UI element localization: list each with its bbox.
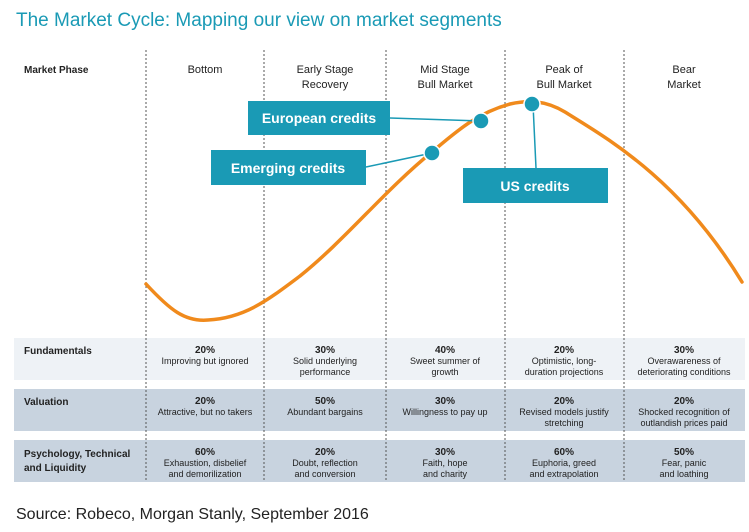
- connector-european: [389, 117, 482, 122]
- column-separators: [145, 50, 625, 482]
- marker-us: [523, 95, 541, 113]
- cell-desc: stretching: [544, 418, 583, 428]
- cell-desc: Attractive, but no takers: [158, 407, 253, 417]
- cell-desc: Fear, panic: [662, 458, 707, 468]
- cell-desc: Overawareness of: [647, 356, 721, 366]
- cell-desc: Shocked recognition of: [638, 407, 730, 417]
- row-bg-psychology: [14, 440, 745, 482]
- connector-us: [532, 103, 537, 169]
- phase-early-line1: Early Stage: [297, 64, 354, 76]
- cell-desc: and charity: [423, 469, 468, 479]
- phase-header-label: Market Phase: [24, 65, 89, 76]
- market-cycle-curve: [144, 99, 744, 322]
- phase-mid-line1: Mid Stage: [420, 64, 470, 76]
- cell-desc: Optimistic, long-: [532, 356, 597, 366]
- cell-desc: outlandish prices paid: [640, 418, 727, 428]
- row-bg-fundamentals: [14, 338, 745, 380]
- cell-pct: 20%: [674, 396, 694, 407]
- phase-peak-line2: Bull Market: [536, 79, 591, 91]
- cell-desc: Improving but ignored: [161, 356, 248, 366]
- cell-pct: 60%: [195, 447, 215, 458]
- cell-desc: Exhaustion, disbelief: [164, 458, 247, 468]
- phase-labels: Bottom Early Stage Recovery Mid Stage Bu…: [188, 64, 701, 91]
- cell-desc: Faith, hope: [422, 458, 467, 468]
- callout-us-box: [463, 168, 608, 203]
- callout-european-text: European credits: [262, 110, 377, 126]
- marker-emerging: [423, 144, 441, 162]
- cell-pct: 30%: [435, 447, 455, 458]
- cell-pct: 50%: [674, 447, 694, 458]
- cell-desc: deteriorating conditions: [637, 367, 731, 377]
- callout-emerging-text: Emerging credits: [231, 160, 346, 176]
- cell-desc: and extrapolation: [529, 469, 598, 479]
- page-title: The Market Cycle: Mapping our view on ma…: [16, 10, 502, 31]
- cell-desc: Solid underlying: [293, 356, 357, 366]
- cell-pct: 40%: [435, 345, 455, 356]
- row-valuation: Valuation 20% Attractive, but no takers …: [24, 396, 730, 428]
- callout-us-text: US credits: [500, 178, 569, 194]
- connector-emerging: [365, 152, 433, 168]
- cell-pct: 60%: [554, 447, 574, 458]
- row-label: Valuation: [24, 397, 68, 408]
- row-label: Fundamentals: [24, 346, 92, 357]
- marker-european: [472, 112, 490, 130]
- row-label: and Liquidity: [24, 463, 87, 474]
- cell-desc: Doubt, reflection: [292, 458, 358, 468]
- cell-desc: and demorilization: [168, 469, 241, 479]
- callout-european-box: [248, 101, 390, 135]
- cell-desc: and conversion: [294, 469, 355, 479]
- row-label: Psychology, Technical: [24, 449, 131, 460]
- row-psychology: Psychology, Technical and Liquidity 60% …: [24, 447, 709, 479]
- cell-desc: Euphoria, greed: [532, 458, 596, 468]
- cell-pct: 20%: [195, 345, 215, 356]
- cell-pct: 20%: [195, 396, 215, 407]
- cell-pct: 30%: [315, 345, 335, 356]
- cell-pct: 20%: [554, 396, 574, 407]
- row-fundamentals: Fundamentals 20% Improving but ignored 3…: [24, 345, 731, 377]
- cell-pct: 50%: [315, 396, 335, 407]
- cell-pct: 20%: [554, 345, 574, 356]
- cell-desc: Abundant bargains: [287, 407, 363, 417]
- market-cycle-diagram: Market Phase Bottom Early Stage Recovery…: [14, 50, 745, 482]
- cell-desc: Sweet summer of: [410, 356, 481, 366]
- cell-pct: 30%: [435, 396, 455, 407]
- cell-desc: Willingness to pay up: [402, 407, 487, 417]
- cell-pct: 20%: [315, 447, 335, 458]
- phase-bear-line2: Market: [667, 79, 701, 91]
- cell-desc: Revised models justify: [519, 407, 609, 417]
- source-note: Source: Robeco, Morgan Stanly, September…: [16, 506, 369, 523]
- cell-desc: duration projections: [525, 367, 604, 377]
- phase-early-line2: Recovery: [302, 79, 349, 91]
- phase-bear-line1: Bear: [672, 64, 696, 76]
- phase-mid-line2: Bull Market: [417, 79, 472, 91]
- phase-bottom-line1: Bottom: [188, 64, 223, 76]
- cell-desc: growth: [431, 367, 458, 377]
- row-bg-valuation: [14, 389, 745, 431]
- cell-pct: 30%: [674, 345, 694, 356]
- cell-desc: performance: [300, 367, 351, 377]
- phase-peak-line1: Peak of: [545, 64, 583, 76]
- callout-emerging-box: [211, 150, 366, 185]
- cell-desc: and loathing: [659, 469, 708, 479]
